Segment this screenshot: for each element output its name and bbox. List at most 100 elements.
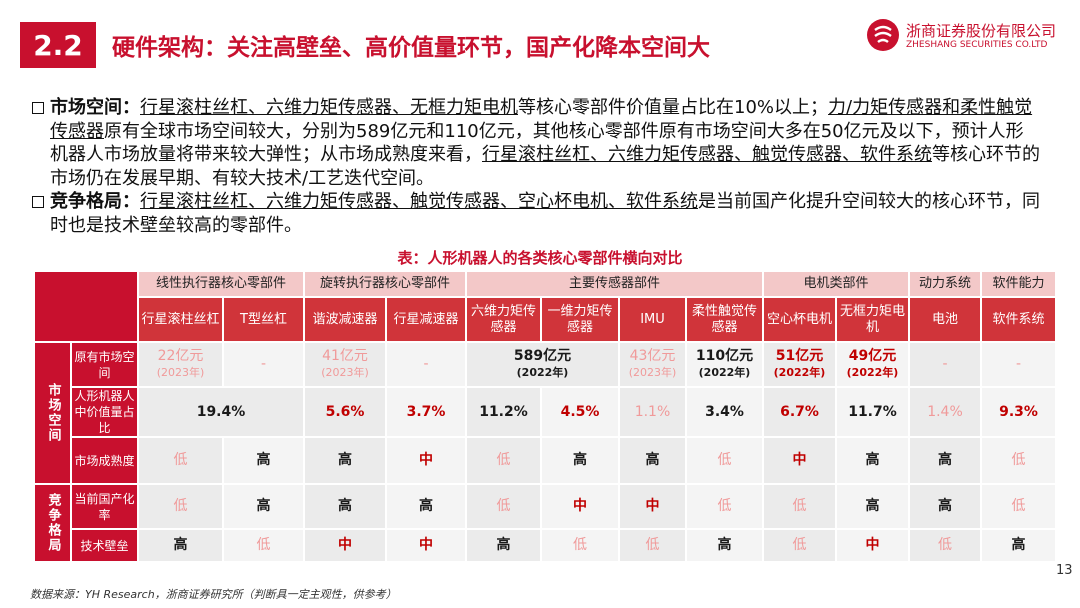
group-header: 主要传感器部件 <box>465 270 764 298</box>
column-header: IMU <box>618 296 687 343</box>
table-cell: 43亿元 (2023年) <box>618 341 687 388</box>
table-cell: 9.3% <box>980 386 1057 438</box>
section-label-text: 竞争格局 <box>45 493 61 553</box>
table-cell: 1.1% <box>618 386 687 438</box>
cell-value: 49亿元 <box>848 348 897 364</box>
table-caption: 表：人形机器人的各类核心零部件横向对比 <box>397 249 683 267</box>
header-row: 行星滚柱丝杠 T型丝杠 谐波减速器 行星减速器 六维力矩传感器 一维力矩传感器 IMU 柔性触… <box>34 296 1057 343</box>
cell-note: (2022年) <box>773 366 826 379</box>
cell-value: 高 <box>717 537 732 553</box>
table-cell: 低 <box>980 483 1057 530</box>
table-cell: 3.4% <box>685 386 764 438</box>
table-cell: 6.7% <box>762 386 837 438</box>
cell-value: 中 <box>645 498 660 514</box>
bullet-text: 行星滚柱丝杠、六维力矩传感器、触觉传感器、软件系统 <box>482 144 932 165</box>
table-cell: 高 <box>303 436 387 485</box>
body-row: 市场空间 原有市场空间 22亿元 (2023年) - 41亿元 (2023年) - 589亿元 (… <box>33 341 1057 485</box>
cell-note: (2023年) <box>628 366 677 379</box>
bullet-text: 力/力矩传感器和柔性触觉传感器 <box>50 97 1033 142</box>
cell-value: 低 <box>496 498 511 514</box>
table-cell: 高 <box>908 436 982 485</box>
row-label: 当前国产化率 <box>70 483 139 530</box>
table-cell: 高 <box>222 483 305 530</box>
table-cell: 中 <box>618 483 687 530</box>
cell-value: 43亿元 <box>629 348 676 364</box>
row-label: 人形机器人中价值量占比 <box>70 386 139 438</box>
bullet-text: 等核心环节的市场仍在发展早期、有较大技术/工艺迭代空间。 <box>50 144 1040 189</box>
cell-value: 高 <box>1011 537 1026 553</box>
page-number: 13 <box>1056 563 1073 578</box>
group-header: 软件能力 <box>980 270 1057 298</box>
section-label: 市场空间 <box>33 341 72 485</box>
header-corner <box>33 270 139 343</box>
bullet-list: 市场空间：行星滚柱丝杠、六维力矩传感器、无框力矩电机等核心零部件价值量占比在10… <box>30 96 1040 237</box>
bullet-text: 是当前国产化提升空间较大的核心环节，同时也是技术壁垒较高的零部件。 <box>50 191 1040 236</box>
table-cell: 低 <box>618 528 687 563</box>
table-cell: 高 <box>303 483 387 530</box>
cell-value: 中 <box>338 537 352 553</box>
source-note: 数据来源：YH Research，浙商证券研究所（判断具一定主观性，供参考） <box>30 588 397 601</box>
cell-value: - <box>1015 356 1022 372</box>
table-cell: 3.7% <box>385 386 467 438</box>
section-label-text: 市场空间 <box>45 383 61 443</box>
table-cell: 高 <box>835 436 910 485</box>
cell-value: 中 <box>573 498 587 514</box>
group-header: 旋转执行器核心零部件 <box>303 270 467 298</box>
table-cell: 中 <box>303 528 387 563</box>
table-cell: 低 <box>540 528 620 563</box>
cell-value: 低 <box>256 537 271 553</box>
column-header: 谐波减速器 <box>303 296 387 343</box>
cell-value: 低 <box>645 537 660 553</box>
cell-value: 高 <box>573 452 587 468</box>
column-header: 电池 <box>908 296 982 343</box>
cell-value: 低 <box>173 452 188 468</box>
table-cell: 高 <box>908 483 982 530</box>
column-header: 柔性触觉传感器 <box>685 296 764 343</box>
table-cell: 中 <box>540 483 620 530</box>
cell-value: - <box>942 356 948 372</box>
cell-note: (2022年) <box>698 366 751 379</box>
cell-value: 6.7% <box>780 403 819 420</box>
table-cell: 19.4% <box>137 386 305 438</box>
table-cell: 低 <box>685 436 764 485</box>
table-cell: 110亿元 (2022年) <box>685 341 764 388</box>
body-row: 人形机器人中价值量占比 19.4% 5.6% 3.7% 11.2% 4.5% 1.1% 3.4… <box>34 386 1057 438</box>
cell-note: (2022年) <box>516 366 569 379</box>
cell-value: 41亿元 <box>322 348 368 364</box>
column-header: 软件系统 <box>980 296 1057 343</box>
logo-name-en: ZHESHANG SECURITIES CO.LTD <box>906 40 1048 50</box>
table-cell: 高 <box>980 528 1057 563</box>
table-cell: 低 <box>465 483 542 530</box>
cell-value: 高 <box>173 537 188 553</box>
cell-value: 高 <box>865 498 880 514</box>
cell-value: 低 <box>792 498 807 514</box>
cell-value: 中 <box>419 537 433 553</box>
cell-value: 3.4% <box>705 403 744 420</box>
cell-value: 589亿元 <box>513 348 572 364</box>
cell-value: 高 <box>645 452 660 468</box>
cell-value: 1.4% <box>927 403 963 420</box>
cell-value: 高 <box>938 452 952 468</box>
cell-value: 低 <box>1011 498 1026 514</box>
cell-value: 11.2% <box>479 403 528 420</box>
slide-title: 硬件架构：关注高壁垒、高价值量环节，国产化降本空间大 <box>112 35 710 61</box>
cell-note: (2022年) <box>846 366 899 379</box>
table-cell: 低 <box>222 528 305 563</box>
table-cell: 中 <box>762 436 837 485</box>
cell-value: 51亿元 <box>775 348 824 364</box>
cell-value: 5.6% <box>325 403 365 420</box>
bullet: 竞争格局：行星滚柱丝杠、六维力矩传感器、触觉传感器、空心杯电机、软件系统是当前国… <box>30 190 1040 237</box>
cell-value: 低 <box>573 537 587 553</box>
table-cell: - <box>385 341 467 388</box>
cell-value: 9.3% <box>999 403 1038 420</box>
table-cell: 中 <box>385 436 467 485</box>
table-cell: 11.7% <box>835 386 910 438</box>
cell-value: - <box>423 356 429 372</box>
table-cell: 低 <box>980 436 1057 485</box>
cell-value: 3.7% <box>406 403 446 420</box>
table-cell: 高 <box>385 483 467 530</box>
cell-value: 高 <box>256 452 271 468</box>
section-number: 2.2 <box>20 22 96 68</box>
table-cell: 高 <box>137 528 224 563</box>
